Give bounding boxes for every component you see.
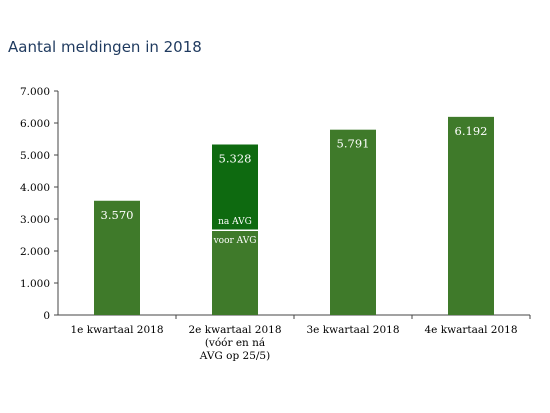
y-tick-label: 6.000 (20, 118, 50, 130)
y-tick-label: 7.000 (20, 86, 50, 98)
y-tick-label: 3.000 (20, 214, 50, 226)
bar (448, 116, 494, 315)
y-tick-label: 0 (43, 310, 50, 322)
bar (330, 129, 376, 315)
x-category-label: 4e kwartaal 2018 (424, 324, 517, 336)
bar-value-label: 5.328 (219, 152, 252, 166)
y-tick-label: 1.000 (20, 278, 50, 290)
x-category-label-line: AVG op 25/5) (199, 350, 270, 362)
y-tick-label: 4.000 (20, 182, 50, 194)
x-category-label-line: 4e kwartaal 2018 (424, 324, 517, 336)
bar-segment-label: na AVG (218, 217, 252, 227)
x-category-label-line: 1e kwartaal 2018 (70, 324, 163, 336)
y-tick-label: 5.000 (20, 150, 50, 162)
x-category-label-line: (vóór en ná (205, 337, 265, 349)
x-category-label-line: 3e kwartaal 2018 (306, 324, 399, 336)
x-category-label: 3e kwartaal 2018 (306, 324, 399, 336)
x-category-label: 1e kwartaal 2018 (70, 324, 163, 336)
bar (94, 200, 140, 315)
y-tick-label: 2.000 (20, 246, 50, 258)
bar-segment (212, 144, 258, 231)
bar-segment-label: voor AVG (213, 236, 257, 246)
x-category-label: 2e kwartaal 2018 (vóór en ná AVG op 25/5) (188, 324, 281, 362)
bar-value-label: 3.570 (101, 208, 134, 222)
x-category-label-line: 2e kwartaal 2018 (188, 324, 281, 336)
bar-value-label: 6.192 (455, 124, 488, 138)
bar-value-label: 5.791 (337, 137, 370, 151)
chart-title: Aantal meldingen in 2018 (8, 38, 202, 56)
bar-segment (212, 230, 258, 315)
